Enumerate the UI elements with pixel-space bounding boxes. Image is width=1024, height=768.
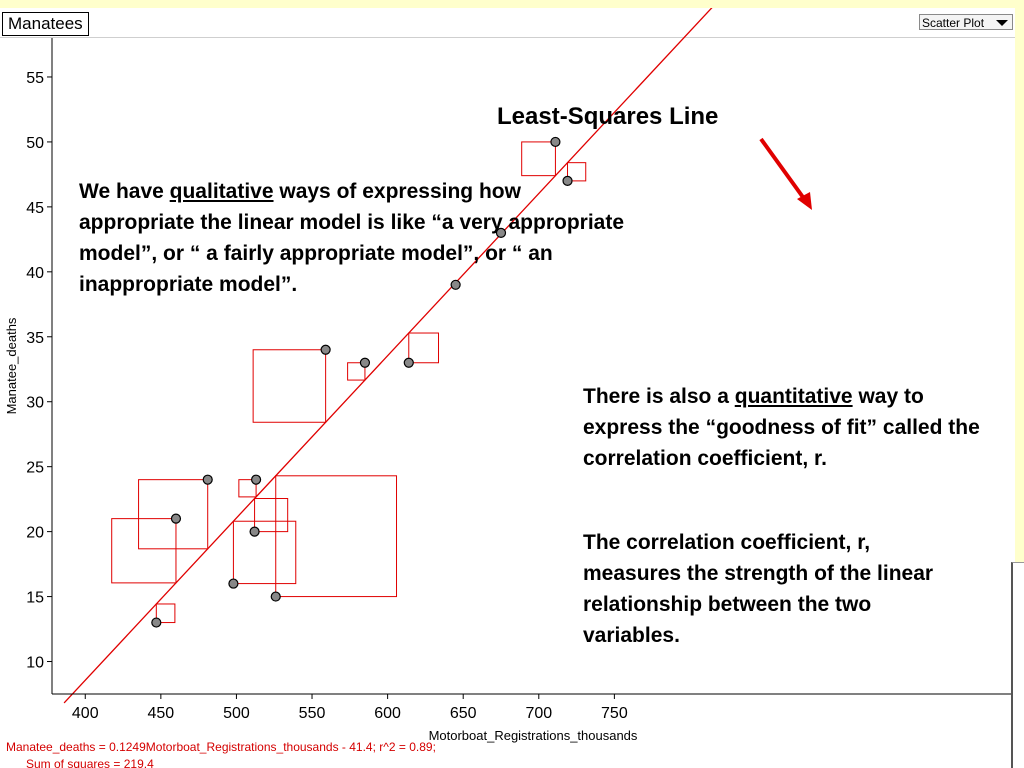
residual-square xyxy=(567,162,587,182)
x-tick-label: 650 xyxy=(450,705,477,722)
plot-type-label: Scatter Plot xyxy=(922,16,985,30)
correlation-note: The correlation coefficient, r, measures… xyxy=(583,531,934,647)
data-point xyxy=(450,279,461,290)
regression-equation: Manatee_deaths = 0.1249Motorboat_Registr… xyxy=(6,740,436,754)
y-tick-label: 30 xyxy=(26,395,44,412)
quantitative-keyword: quantitative xyxy=(734,385,853,408)
data-point xyxy=(550,136,561,148)
y-tick-label: 50 xyxy=(26,135,44,152)
data-point xyxy=(250,474,262,485)
y-tick-label: 45 xyxy=(26,200,44,217)
sum-of-squares: Sum of squares = 219.4 xyxy=(26,757,154,768)
residual-square xyxy=(232,520,297,585)
data-point xyxy=(359,357,371,368)
annotation-arrow-head xyxy=(797,192,812,210)
y-tick-label: 40 xyxy=(26,265,44,282)
data-point xyxy=(403,357,414,368)
x-tick-label: 500 xyxy=(223,705,250,722)
data-point xyxy=(170,513,182,524)
y-tick-label: 10 xyxy=(26,655,44,672)
qualitative-post: ways of expressing how appropriate the l… xyxy=(79,180,625,296)
y-tick-label: 15 xyxy=(26,590,44,607)
adjacent-window-edge xyxy=(1011,562,1024,768)
graph-title[interactable]: Manatees xyxy=(2,12,89,36)
axes: 10 15 20 25 30 35 40 45 50 55 400 450 500 550 600 650 7… xyxy=(4,38,1015,743)
x-tick-label: 550 xyxy=(299,705,326,722)
data-point xyxy=(228,578,239,589)
y-tick-label: 55 xyxy=(26,70,44,87)
x-ticks: 400 450 500 550 600 650 700 750 xyxy=(72,694,628,722)
y-tick-label: 35 xyxy=(26,330,44,347)
scatter-chart: 10 15 20 25 30 35 40 45 50 55 400 450 500 550 600 650 7… xyxy=(4,8,1015,743)
least-squares-label: Least-Squares Line xyxy=(497,103,719,130)
plot-type-dropdown[interactable]: Scatter Plot xyxy=(919,14,1013,30)
data-point xyxy=(202,474,213,485)
x-tick-label: 700 xyxy=(525,705,552,722)
quantitative-pre: There is also a xyxy=(583,385,735,408)
residual-square xyxy=(254,498,289,533)
data-point xyxy=(562,175,573,186)
triangle-down-icon[interactable] xyxy=(996,20,1008,26)
quantitative-note: There is also a quantitative way to expr… xyxy=(583,381,1008,474)
data-points xyxy=(151,136,573,628)
data-point xyxy=(270,591,281,602)
data-point xyxy=(495,227,507,238)
x-tick-label: 450 xyxy=(147,705,174,722)
x-tick-label: 600 xyxy=(374,705,401,722)
residual-square xyxy=(275,475,398,598)
y-tick-label: 25 xyxy=(26,460,44,477)
residual-square xyxy=(138,479,209,550)
x-tick-label: 750 xyxy=(601,705,628,722)
residual-square xyxy=(347,362,366,381)
y-ticks: 10 15 20 25 30 35 40 45 50 55 xyxy=(26,70,52,672)
y-axis-label: Manatee_deaths xyxy=(4,317,19,414)
residual-square xyxy=(252,349,327,423)
data-point xyxy=(320,344,331,355)
residual-squares xyxy=(111,141,587,624)
residual-square xyxy=(521,141,556,177)
residual-square xyxy=(155,603,176,624)
qualitative-note: We have qualitative ways of expressing h… xyxy=(79,176,634,300)
graph-window: Manatees Scatter Plot 10 15 20 25 30 35 40 45 50… xyxy=(0,8,1015,768)
least-squares-line[interactable] xyxy=(63,8,1015,704)
header-divider xyxy=(0,37,1015,38)
residual-square xyxy=(111,518,177,584)
quantitative-post: way to express the “goodness of fit” cal… xyxy=(583,385,980,470)
qualitative-keyword: qualitative xyxy=(169,180,274,203)
qualitative-pre: We have xyxy=(79,180,170,203)
y-tick-label: 20 xyxy=(26,525,44,542)
residual-square xyxy=(238,479,257,498)
x-tick-label: 400 xyxy=(72,705,99,722)
x-axis-label: Motorboat_Registrations_thousands xyxy=(429,728,638,743)
annotation-arrow xyxy=(759,137,807,202)
residual-square xyxy=(408,332,440,364)
data-point xyxy=(249,526,260,537)
data-point xyxy=(151,617,162,628)
